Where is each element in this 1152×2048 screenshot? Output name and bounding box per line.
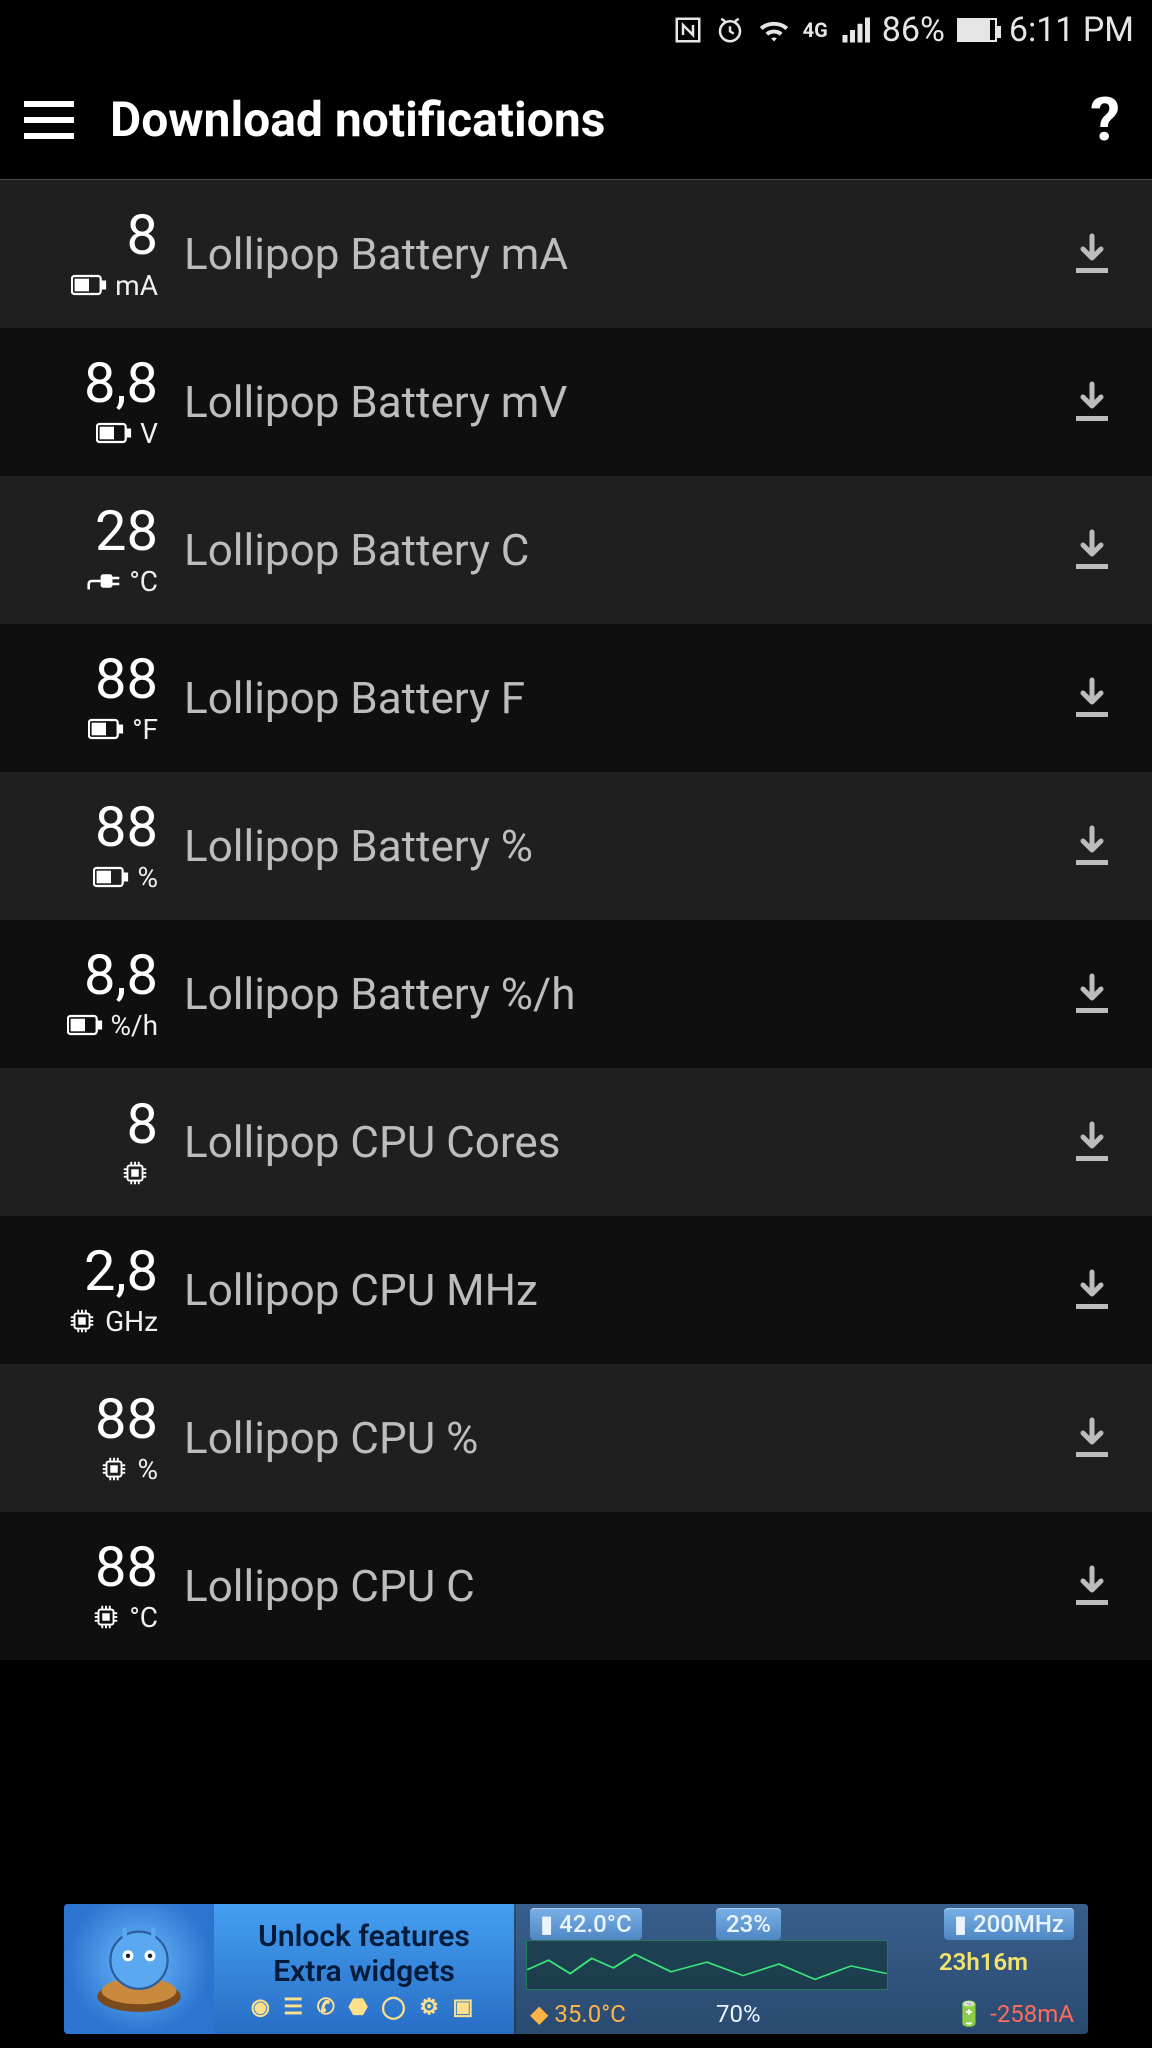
- item-label: Lollipop Battery C: [176, 524, 1056, 576]
- item-thumbnail: 8: [0, 1068, 176, 1216]
- item-unit: mA: [115, 269, 158, 302]
- cpu-icon: [99, 1454, 129, 1484]
- battery-icon: [88, 718, 124, 740]
- list-item[interactable]: 8,8 %/h Lollipop Battery %/h: [0, 920, 1152, 1068]
- download-button[interactable]: [1056, 366, 1128, 438]
- item-value: 88: [95, 651, 158, 707]
- item-thumbnail: 88%: [0, 772, 176, 920]
- download-button[interactable]: [1056, 958, 1128, 1030]
- list-item[interactable]: 28 °C Lollipop Battery C: [0, 476, 1152, 624]
- item-thumbnail: 88 °C: [0, 1512, 176, 1660]
- ad-line2: Extra widgets: [273, 1954, 455, 1989]
- ad-pct2: 70%: [716, 2000, 761, 2028]
- item-thumbnail: 2,8 GHz: [0, 1216, 176, 1364]
- download-button[interactable]: [1056, 1402, 1128, 1474]
- item-unit: GHz: [105, 1305, 158, 1338]
- item-thumbnail: 8,8 V: [0, 328, 176, 476]
- cpu-icon: [67, 1306, 97, 1336]
- item-label: Lollipop Battery %: [176, 820, 1056, 872]
- item-value: 2,8: [84, 1243, 158, 1299]
- download-button[interactable]: [1056, 1254, 1128, 1326]
- item-thumbnail: 8 mA: [0, 180, 176, 328]
- item-label: Lollipop CPU Cores: [176, 1116, 1056, 1168]
- list-item[interactable]: 8 Lollipop CPU Cores: [0, 1068, 1152, 1216]
- menu-button[interactable]: [24, 101, 74, 139]
- wifi-icon: [757, 15, 791, 45]
- ad-feature-icons: ◉ ☰ ✆ ⬣ ◯ ⚙ ▣: [251, 1995, 478, 2020]
- ad-duration: 23h16m: [939, 1948, 1028, 1976]
- help-button[interactable]: ?: [1082, 84, 1128, 155]
- list-item[interactable]: 88%Lollipop Battery %: [0, 772, 1152, 920]
- alarm-icon: [715, 15, 745, 45]
- item-unit: %/h: [111, 1009, 158, 1042]
- battery-icon: [71, 274, 107, 296]
- battery-icon: [67, 1014, 103, 1036]
- status-bar: 4G 86% 6:11 PM: [0, 0, 1152, 60]
- ad-graph: [526, 1940, 888, 1990]
- battery-icon: [957, 18, 997, 42]
- download-button[interactable]: [1056, 810, 1128, 882]
- item-thumbnail: 88%: [0, 1364, 176, 1512]
- item-unit: %: [137, 861, 158, 894]
- list-item[interactable]: 88%Lollipop CPU %: [0, 1364, 1152, 1512]
- item-value: 8: [127, 1096, 158, 1152]
- item-thumbnail: 88 °F: [0, 624, 176, 772]
- ad-widget-preview: ▮ 42.0°C 23% ▮ 200MHz 23h16m ◆ 35.0°C 70…: [514, 1904, 1088, 2034]
- item-value: 88: [95, 799, 158, 855]
- item-label: Lollipop Battery mV: [176, 376, 1056, 428]
- notification-list: 8 mA Lollipop Battery mA 8,8 V Lollipop Batte…: [0, 180, 1152, 1660]
- network-type-label: 4G: [803, 18, 828, 42]
- ad-text: Unlock features Extra widgets ◉ ☰ ✆ ⬣ ◯ …: [214, 1904, 514, 2034]
- item-value: 28: [95, 503, 158, 559]
- item-unit: °C: [129, 565, 158, 598]
- ad-mascot: [64, 1904, 214, 2034]
- cpu-icon: [91, 1602, 121, 1632]
- item-thumbnail: 28 °C: [0, 476, 176, 624]
- item-unit: %: [137, 1453, 158, 1486]
- nfc-icon: [673, 15, 703, 45]
- ad-temp-bottom: ◆ 35.0°C: [530, 2000, 626, 2028]
- item-value: 8,8: [84, 355, 158, 411]
- download-button[interactable]: [1056, 218, 1128, 290]
- plug-icon: [87, 569, 121, 593]
- list-item[interactable]: 8 mA Lollipop Battery mA: [0, 180, 1152, 328]
- ad-pct: 23%: [716, 1908, 781, 1940]
- item-unit: V: [140, 417, 158, 450]
- item-label: Lollipop CPU MHz: [176, 1264, 1056, 1316]
- battery-fill: [959, 20, 990, 40]
- download-button[interactable]: [1056, 1550, 1128, 1622]
- download-button[interactable]: [1056, 514, 1128, 586]
- item-label: Lollipop Battery %/h: [176, 968, 1056, 1020]
- ad-line1: Unlock features: [258, 1919, 470, 1954]
- battery-icon: [93, 866, 129, 888]
- item-value: 8,8: [84, 947, 158, 1003]
- item-label: Lollipop Battery mA: [176, 228, 1056, 280]
- battery-percent-text: 86%: [882, 10, 945, 50]
- ad-temp-top: ▮ 42.0°C: [530, 1908, 642, 1940]
- item-thumbnail: 8,8 %/h: [0, 920, 176, 1068]
- page-title: Download notifications: [110, 91, 1082, 148]
- ad-current: 🔋 -258mA: [954, 2000, 1074, 2028]
- download-button[interactable]: [1056, 1106, 1128, 1178]
- item-label: Lollipop CPU C: [176, 1560, 1056, 1612]
- list-item[interactable]: 88 °F Lollipop Battery F: [0, 624, 1152, 772]
- clock-text: 6:11 PM: [1009, 10, 1134, 50]
- cpu-icon: [120, 1158, 150, 1188]
- list-item[interactable]: 8,8 V Lollipop Battery mV: [0, 328, 1152, 476]
- list-item[interactable]: 88 °C Lollipop CPU C: [0, 1512, 1152, 1660]
- app-bar: Download notifications ?: [0, 60, 1152, 180]
- list-item[interactable]: 2,8 GHz Lollipop CPU MHz: [0, 1216, 1152, 1364]
- download-button[interactable]: [1056, 662, 1128, 734]
- item-unit: °F: [132, 713, 158, 746]
- item-label: Lollipop Battery F: [176, 672, 1056, 724]
- item-label: Lollipop CPU %: [176, 1412, 1056, 1464]
- item-value: 8: [127, 207, 158, 263]
- signal-icon: [840, 15, 870, 45]
- battery-icon: [96, 422, 132, 444]
- ad-banner[interactable]: Unlock features Extra widgets ◉ ☰ ✆ ⬣ ◯ …: [64, 1904, 1088, 2034]
- ad-mhz: ▮ 200MHz: [944, 1908, 1074, 1940]
- item-value: 88: [95, 1539, 158, 1595]
- item-unit: °C: [129, 1601, 158, 1634]
- item-value: 88: [95, 1391, 158, 1447]
